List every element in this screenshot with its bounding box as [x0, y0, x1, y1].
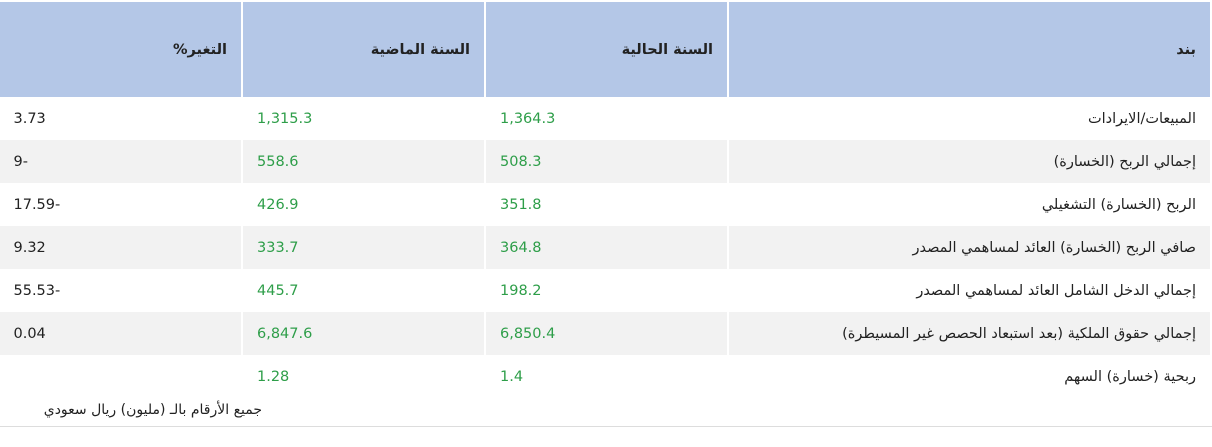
column-header: التغير% [0, 2, 243, 97]
value-cell: 333.7 [241, 226, 486, 269]
item-cell: المبيعات/الايرادات [727, 97, 1212, 140]
empty-cell [0, 355, 243, 398]
cell-text: 3.73 [13, 110, 46, 127]
cell-text: 6,847.6 [257, 325, 313, 342]
table-body: المبيعات/الايرادات 1,364.3 1,315.3 3.73 إجما… [0, 97, 1212, 398]
cell-text: 1,315.3 [257, 110, 313, 127]
value-cell: 1.4 [484, 355, 729, 398]
value-cell: 1,364.3 [484, 97, 729, 140]
cell-text: 198.2 [500, 282, 542, 299]
value-cell: 426.9 [241, 183, 486, 226]
table-row: إجمالي الدخل الشامل العائد لمساهمي المصد… [0, 269, 1212, 312]
value-cell: 198.2 [484, 269, 729, 312]
cell-text: إجمالي حقوق الملكية (بعد استبعاد الحصص غ… [842, 325, 1196, 342]
header-row: بند السنة الحالية السنة الماضية التغير% [0, 2, 1212, 97]
cell-text: إجمالي الربح (الخسارة) [1053, 153, 1196, 170]
change-cell: 0.04 [0, 312, 243, 355]
cell-text: 1.4 [500, 368, 524, 385]
value-cell: 445.7 [241, 269, 486, 312]
cell-text: 9.32 [13, 239, 46, 256]
cell-text: 9- [13, 153, 28, 170]
value-cell: 1.28 [241, 355, 486, 398]
cell-text: 1,364.3 [500, 110, 556, 127]
cell-text: إجمالي الدخل الشامل العائد لمساهمي المصد… [916, 282, 1196, 299]
cell-text: 445.7 [257, 282, 299, 299]
table-row: صافي الربح (الخسارة) العائد لمساهمي المص… [0, 226, 1212, 269]
value-cell: 6,850.4 [484, 312, 729, 355]
table-row: ربحية (خسارة) السهم 1.4 1.28 [0, 355, 1212, 398]
column-header: بند [727, 2, 1212, 97]
column-header: السنة الحالية [484, 2, 729, 97]
cell-text: 17.59- [13, 196, 61, 213]
column-header: السنة الماضية [241, 2, 486, 97]
table-row: المبيعات/الايرادات 1,364.3 1,315.3 3.73 [0, 97, 1212, 140]
value-cell: 1,315.3 [241, 97, 486, 140]
change-cell: 3.73 [0, 97, 243, 140]
cell-text: 55.53- [13, 282, 61, 299]
item-cell: إجمالي الدخل الشامل العائد لمساهمي المصد… [727, 269, 1212, 312]
value-cell: 351.8 [484, 183, 729, 226]
cell-text: 508.3 [500, 153, 542, 170]
cell-text: 6,850.4 [500, 325, 556, 342]
cell-text: ربحية (خسارة) السهم [1064, 368, 1196, 385]
value-cell: 364.8 [484, 226, 729, 269]
cell-text: 351.8 [500, 196, 542, 213]
cell-text: صافي الربح (الخسارة) العائد لمساهمي المص… [912, 239, 1196, 256]
cell-text: 426.9 [257, 196, 299, 213]
table-row: الربح (الخسارة) التشغيلي 351.8 426.9 17.59- [0, 183, 1212, 226]
cell-text: الربح (الخسارة) التشغيلي [1041, 196, 1196, 213]
table-row: إجمالي الربح (الخسارة) 508.3 558.6 9- [0, 140, 1212, 183]
item-cell: صافي الربح (الخسارة) العائد لمساهمي المص… [727, 226, 1212, 269]
change-cell: 55.53- [0, 269, 243, 312]
divider [0, 426, 1212, 427]
cell-text: 333.7 [257, 239, 299, 256]
item-cell: إجمالي الربح (الخسارة) [727, 140, 1212, 183]
footnote: جميع الأرقام بالـ (مليون) ريال سعودي [43, 402, 262, 418]
change-cell: 9- [0, 140, 243, 183]
item-cell: إجمالي حقوق الملكية (بعد استبعاد الحصص غ… [727, 312, 1212, 355]
change-cell: 17.59- [0, 183, 243, 226]
cell-text: 1.28 [257, 368, 290, 385]
item-cell: ربحية (خسارة) السهم [727, 355, 1212, 398]
financial-table: بند السنة الحالية السنة الماضية التغير% الم… [0, 2, 1212, 398]
table-row: إجمالي حقوق الملكية (بعد استبعاد الحصص غ… [0, 312, 1212, 355]
cell-text: 0.04 [13, 325, 46, 342]
value-cell: 508.3 [484, 140, 729, 183]
cell-text: 364.8 [500, 239, 542, 256]
change-cell: 9.32 [0, 226, 243, 269]
cell-text: 558.6 [257, 153, 299, 170]
value-cell: 6,847.6 [241, 312, 486, 355]
item-cell: الربح (الخسارة) التشغيلي [727, 183, 1212, 226]
value-cell: 558.6 [241, 140, 486, 183]
cell-text: المبيعات/الايرادات [1087, 110, 1196, 127]
